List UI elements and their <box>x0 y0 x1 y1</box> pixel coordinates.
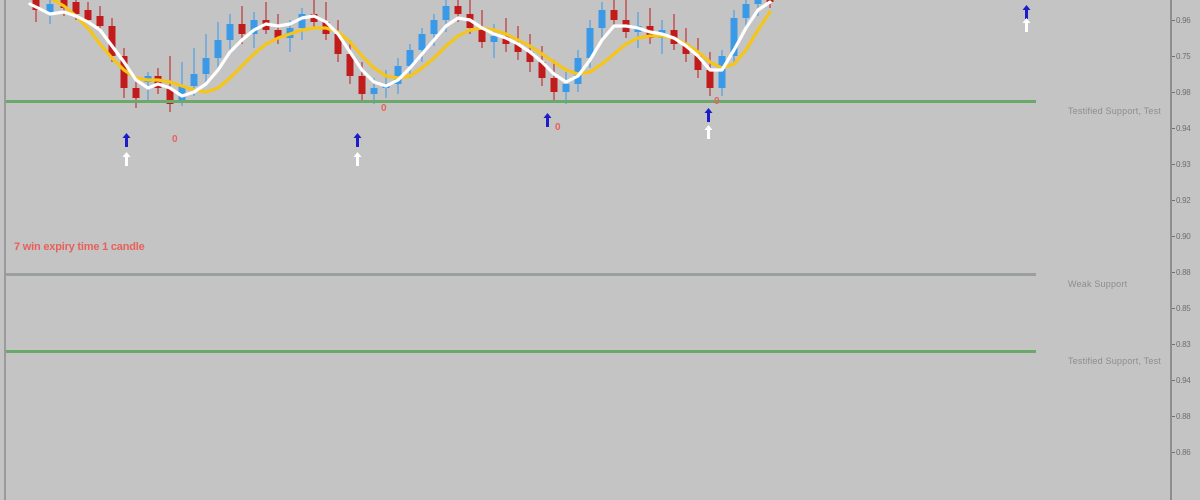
price-tick-2: 0.98 <box>1172 88 1191 97</box>
signal-sell-marker-3[interactable]: 0 <box>381 103 387 114</box>
candlestick <box>718 50 726 96</box>
price-tick-12: 0.86 <box>1172 448 1191 457</box>
candlestick <box>238 6 246 44</box>
candlestick <box>310 0 318 28</box>
price-tick-5: 0.92 <box>1172 196 1191 205</box>
price-tick-8: 0.85 <box>1172 304 1191 313</box>
candlestick <box>598 2 606 40</box>
candlestick <box>730 10 738 64</box>
candlestick <box>742 0 750 30</box>
price-scale[interactable]: 0.96 0.75 0.98 0.94 0.93 0.92 0.90 0.88 0.85 0.83… <box>1172 0 1200 500</box>
candlestick <box>574 50 582 92</box>
price-tick-label: 0.83 <box>1176 340 1191 349</box>
price-tick-label: 0.88 <box>1176 268 1191 277</box>
signal-sell-marker-6[interactable]: 0 <box>555 122 561 133</box>
candlestick <box>46 0 54 24</box>
level-line-weak-support[interactable] <box>6 273 1036 276</box>
price-tick-label: 0.86 <box>1176 448 1191 457</box>
signal-buy-arrow-9[interactable] <box>704 108 713 127</box>
candlestick <box>550 60 558 100</box>
candlestick <box>120 48 128 98</box>
chart-left-border <box>4 0 6 500</box>
price-tick-label: 0.96 <box>1176 16 1191 25</box>
price-tick-11: 0.88 <box>1172 412 1191 421</box>
price-tick-label: 0.98 <box>1176 88 1191 97</box>
candlestick <box>334 20 342 62</box>
price-tick-label: 0.92 <box>1176 196 1191 205</box>
level-label-weak-support: Weak Support <box>1068 279 1128 289</box>
price-tick-label: 0.75 <box>1176 52 1191 61</box>
candlestick <box>622 0 630 38</box>
candlestick <box>562 72 570 104</box>
price-tick-label: 0.93 <box>1176 160 1191 169</box>
moving-average-fast-line <box>28 0 772 98</box>
price-tick-0: 0.96 <box>1172 16 1191 25</box>
price-tick-9: 0.83 <box>1172 340 1191 349</box>
price-tick-label: 0.88 <box>1176 412 1191 421</box>
signal-buy-arrow-7[interactable] <box>543 113 552 132</box>
candlestick <box>670 14 678 50</box>
price-tick-3: 0.94 <box>1172 124 1191 133</box>
price-tick-7: 0.88 <box>1172 268 1191 277</box>
price-tick-label: 0.85 <box>1176 304 1191 313</box>
candlestick <box>298 8 306 40</box>
candlestick <box>346 40 354 84</box>
candlestick <box>610 0 618 26</box>
signal-sell-marker-8[interactable]: 0 <box>714 96 720 107</box>
chart-comment-text: 7 win expiry time 1 candle <box>14 241 145 253</box>
signal-buy-arrow-4[interactable] <box>353 133 362 152</box>
candlestick <box>132 80 140 108</box>
price-tick-1: 0.75 <box>1172 52 1191 61</box>
candlestick <box>96 6 104 30</box>
candlestick <box>178 62 186 106</box>
signal-buy-arrow-5[interactable] <box>353 152 362 171</box>
price-tick-label: 0.90 <box>1176 232 1191 241</box>
candlestick <box>214 22 222 70</box>
candlestick <box>108 18 116 62</box>
price-tick-6: 0.90 <box>1172 232 1191 241</box>
moving-average-slow-line <box>50 0 772 94</box>
level-line-tested-support-lower[interactable] <box>6 350 1036 353</box>
signal-buy-arrow-12[interactable] <box>1022 18 1031 37</box>
candlestick <box>406 44 414 78</box>
price-tick-label: 0.94 <box>1176 376 1191 385</box>
signal-buy-arrow-10[interactable] <box>704 125 713 144</box>
level-line-tested-support-upper[interactable] <box>6 100 1036 103</box>
price-tick-4: 0.93 <box>1172 160 1191 169</box>
candlestick <box>32 0 40 22</box>
candlestick <box>202 34 210 84</box>
candlestick <box>84 2 92 22</box>
price-tick-label: 0.94 <box>1176 124 1191 133</box>
candlestick <box>394 58 402 94</box>
signal-sell-marker-2[interactable]: 0 <box>172 134 178 145</box>
price-tick-10: 0.94 <box>1172 376 1191 385</box>
candlestick <box>226 14 234 52</box>
level-label-tested-support-upper: Testified Support, Test <box>1068 106 1161 116</box>
signal-buy-arrow-11[interactable] <box>1022 5 1031 24</box>
candlestick <box>262 2 270 34</box>
candlestick <box>646 8 654 44</box>
signal-buy-arrow-1[interactable] <box>122 152 131 171</box>
chart-right-border <box>1170 0 1172 500</box>
candlestick-plot-area[interactable] <box>6 0 1170 500</box>
level-label-tested-support-lower: Testified Support, Test <box>1068 356 1161 366</box>
candlestick <box>190 48 198 96</box>
signal-buy-arrow-0[interactable] <box>122 133 131 152</box>
candlestick <box>706 52 714 96</box>
price-series-svg <box>28 0 774 112</box>
